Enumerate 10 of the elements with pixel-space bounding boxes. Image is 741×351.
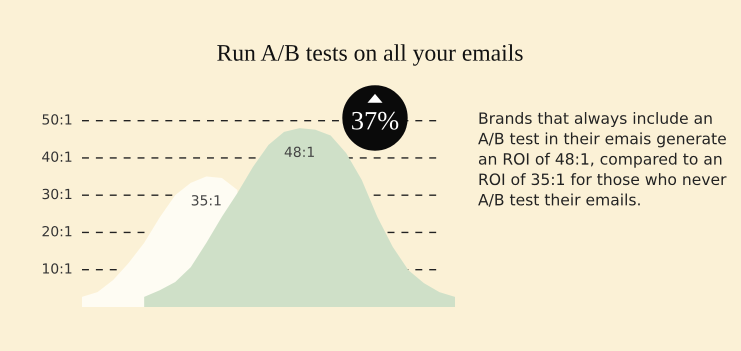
data-label: 35:1 (192, 195, 221, 206)
ref-line-label: 10:1 (43, 263, 72, 274)
ref-line-label: 40:1 (42, 151, 72, 162)
ref-line-label: 30:1 (42, 188, 72, 200)
annotation: 37% (352, 112, 398, 130)
text: Brands that always include an A/B test in their emais generate an ROI of 48:1, compared to an ROI of 35:1 for those who never A/B test their emails. (478, 112, 726, 207)
ref-line-label: 20:1 (42, 226, 72, 236)
ref-line-label: 50:1 (42, 114, 72, 125)
data-label: 48:1 (284, 146, 314, 158)
chart-title: Run A/B tests on all your emails (217, 44, 523, 66)
